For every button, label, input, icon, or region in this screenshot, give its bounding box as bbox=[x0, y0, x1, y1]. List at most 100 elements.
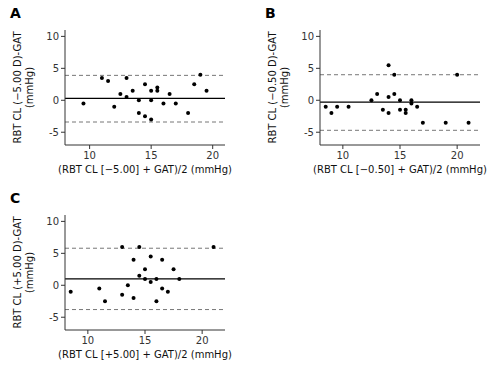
x-tick-label: 20 bbox=[206, 150, 219, 161]
x-tick bbox=[89, 145, 90, 149]
x-tick-label: 15 bbox=[394, 150, 407, 161]
loa-line bbox=[65, 122, 225, 123]
point bbox=[118, 92, 122, 96]
point bbox=[149, 255, 153, 259]
y-tick-label: 10 bbox=[46, 216, 59, 227]
panel: 101520-50510(RBT CL [−0.50] + GAT)/2 (mm… bbox=[265, 5, 487, 175]
point bbox=[392, 92, 396, 96]
x-axis-label: (RBT CL [−0.50] + GAT)/2 (mmHg) bbox=[313, 164, 487, 175]
point bbox=[97, 286, 101, 290]
point bbox=[467, 121, 471, 125]
point bbox=[444, 121, 448, 125]
point bbox=[137, 98, 141, 102]
figure: 10 15 20 -5 0 5 10 (RBT CL [−5.00] + GAT)/2 (mm… bbox=[0, 0, 500, 376]
y-tick bbox=[61, 36, 65, 37]
y-tick bbox=[316, 68, 320, 69]
point bbox=[143, 277, 147, 281]
point bbox=[398, 108, 402, 112]
point bbox=[131, 89, 135, 93]
y-tick bbox=[316, 132, 320, 133]
x-tick bbox=[212, 145, 213, 149]
point bbox=[160, 286, 164, 290]
point bbox=[212, 245, 216, 249]
y-axis-line bbox=[320, 30, 321, 145]
point bbox=[143, 267, 147, 271]
point bbox=[160, 258, 164, 262]
point bbox=[186, 111, 190, 115]
y-tick-label: -5 bbox=[49, 312, 59, 323]
point bbox=[137, 245, 141, 249]
point bbox=[415, 105, 419, 109]
x-tick-label: 15 bbox=[139, 335, 152, 346]
x-tick bbox=[400, 145, 401, 149]
point bbox=[125, 95, 129, 99]
point bbox=[387, 111, 391, 115]
point bbox=[387, 63, 391, 67]
y-tick-label: 5 bbox=[53, 63, 59, 74]
point bbox=[149, 280, 153, 284]
point bbox=[132, 296, 136, 300]
point bbox=[177, 277, 181, 281]
point bbox=[335, 105, 339, 109]
point bbox=[143, 114, 147, 118]
y-tick-label: 0 bbox=[53, 95, 59, 106]
point bbox=[404, 111, 408, 115]
point bbox=[205, 89, 209, 93]
y-tick-label: 0 bbox=[53, 280, 59, 291]
x-tick-label: 20 bbox=[451, 150, 464, 161]
y-tick-label: -5 bbox=[304, 127, 314, 138]
y-tick bbox=[61, 68, 65, 69]
point bbox=[198, 73, 202, 77]
point bbox=[120, 293, 124, 297]
point bbox=[149, 98, 153, 102]
x-tick bbox=[145, 330, 146, 334]
x-tick-label: 10 bbox=[336, 150, 349, 161]
point bbox=[174, 101, 178, 105]
point bbox=[398, 98, 402, 102]
y-tick bbox=[61, 132, 65, 133]
point bbox=[137, 111, 141, 115]
y-tick bbox=[61, 100, 65, 101]
x-tick-label: 10 bbox=[83, 150, 96, 161]
point bbox=[392, 73, 396, 77]
x-axis-label: (RBT CL [−5.00] + GAT)/2 (mmHg) bbox=[58, 164, 232, 175]
x-tick bbox=[202, 330, 203, 334]
point bbox=[143, 82, 147, 86]
point bbox=[421, 121, 425, 125]
y-axis-label: RBT CL (−5.00 D)-GAT(mmHg) bbox=[12, 31, 35, 144]
point bbox=[172, 267, 176, 271]
point bbox=[155, 89, 159, 93]
y-tick bbox=[61, 317, 65, 318]
x-tick bbox=[151, 145, 152, 149]
point bbox=[381, 108, 385, 112]
point bbox=[149, 89, 153, 93]
point bbox=[120, 245, 124, 249]
point bbox=[409, 101, 413, 105]
point bbox=[125, 76, 129, 80]
point bbox=[154, 277, 158, 281]
y-axis-line bbox=[65, 30, 66, 145]
y-tick-label: 0 bbox=[308, 95, 314, 106]
y-axis-line bbox=[65, 215, 66, 330]
y-tick-label: 10 bbox=[46, 31, 59, 42]
point bbox=[112, 105, 116, 109]
x-tick-label: 15 bbox=[145, 150, 158, 161]
plot-area bbox=[320, 63, 480, 130]
panel-label: B bbox=[265, 5, 276, 21]
point bbox=[347, 105, 351, 109]
point bbox=[69, 290, 73, 294]
x-tick bbox=[342, 145, 343, 149]
point bbox=[192, 82, 196, 86]
plot-area bbox=[65, 73, 225, 122]
y-tick-label: 10 bbox=[301, 31, 314, 42]
x-tick bbox=[457, 145, 458, 149]
loa-line bbox=[320, 130, 480, 131]
point bbox=[387, 95, 391, 99]
y-tick bbox=[316, 100, 320, 101]
y-axis-label: RBT CL (+5.00 D)-GAT(mmHg) bbox=[12, 216, 35, 329]
point bbox=[455, 73, 459, 77]
x-tick bbox=[87, 330, 88, 334]
point bbox=[132, 258, 136, 262]
point bbox=[166, 290, 170, 294]
panel-label: A bbox=[10, 5, 21, 21]
